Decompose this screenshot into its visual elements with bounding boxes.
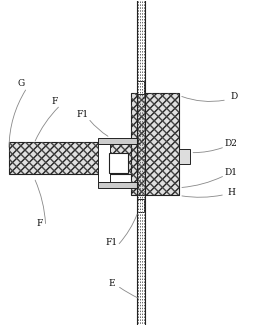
Bar	[109, 153, 128, 173]
Bar	[137, 81, 145, 94]
Text: D: D	[230, 92, 237, 101]
Bar	[137, 200, 145, 212]
Text: E: E	[109, 279, 115, 288]
Text: G: G	[18, 79, 25, 88]
Bar	[98, 143, 110, 182]
Text: D1: D1	[225, 168, 238, 177]
Bar	[131, 93, 179, 196]
Bar	[9, 142, 138, 174]
Bar	[131, 93, 179, 196]
Text: F1: F1	[76, 110, 89, 119]
Text: H: H	[227, 188, 235, 197]
Text: F1: F1	[106, 238, 118, 247]
Text: F: F	[52, 97, 58, 106]
Text: D2: D2	[225, 139, 237, 148]
Bar	[179, 149, 190, 164]
Bar	[9, 142, 138, 174]
Bar	[98, 182, 138, 188]
Bar	[98, 138, 138, 143]
Text: F: F	[36, 218, 43, 228]
